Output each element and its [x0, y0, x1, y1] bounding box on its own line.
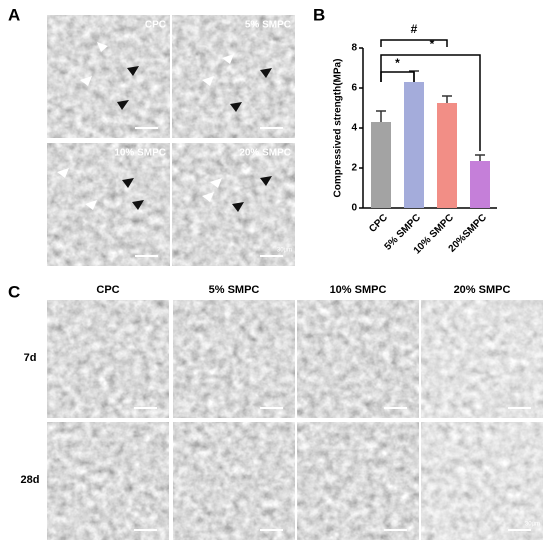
y-tick-label: 8 — [351, 43, 357, 54]
image-label: 5% SMPC — [245, 20, 291, 31]
column-header: 5% SMPC — [209, 284, 260, 296]
significance-bracket — [380, 71, 415, 82]
image-label: 20% SMPC — [239, 148, 291, 159]
significance-label: * — [395, 56, 400, 70]
micrograph — [47, 422, 169, 540]
error-bar — [376, 110, 386, 122]
bar — [404, 82, 424, 208]
panel-label: B — [313, 5, 325, 24]
significance-label: * — [430, 37, 435, 51]
micrograph — [172, 15, 295, 138]
column-header: CPC — [96, 284, 119, 296]
micrographs: CPC 5% SMPC 10% SMPC 20% SMPC 30μm CPC 5% SMPC… — [21, 15, 543, 540]
micrograph — [173, 422, 295, 540]
significance-bracket — [380, 39, 448, 47]
micrograph — [47, 143, 170, 266]
x-tick-label: CPC — [367, 212, 390, 235]
image-label: CPC — [145, 20, 166, 31]
scale-label: 30μm — [277, 248, 292, 254]
row-label: 7d — [24, 352, 37, 364]
micrograph — [297, 300, 419, 418]
arrows — [57, 42, 272, 212]
significance-label: # — [411, 22, 418, 36]
micrograph — [47, 300, 169, 418]
panel-label: A — [8, 5, 20, 24]
error-bar — [442, 95, 452, 103]
bar — [437, 103, 457, 208]
micrograph — [421, 300, 543, 418]
micrograph — [421, 422, 543, 540]
bar — [470, 161, 490, 208]
panel-label: C — [8, 282, 20, 301]
significance-bracket — [380, 54, 481, 151]
y-tick-label: 4 — [351, 123, 357, 134]
row-label: 28d — [21, 474, 40, 486]
y-tick-label: 6 — [351, 83, 357, 94]
image-label: 10% SMPC — [114, 148, 166, 159]
column-header: 20% SMPC — [454, 284, 511, 296]
micrograph — [47, 15, 170, 138]
column-header: 10% SMPC — [330, 284, 387, 296]
y-axis-label: Compressived strength(MPa) — [333, 59, 344, 198]
scale-label: 30μm — [525, 522, 540, 528]
y-tick-label: 0 — [351, 203, 357, 214]
bar — [371, 122, 391, 208]
y-tick-label: 2 — [351, 163, 357, 174]
error-bar — [475, 154, 485, 161]
micrograph — [297, 422, 419, 540]
micrograph — [173, 300, 295, 418]
